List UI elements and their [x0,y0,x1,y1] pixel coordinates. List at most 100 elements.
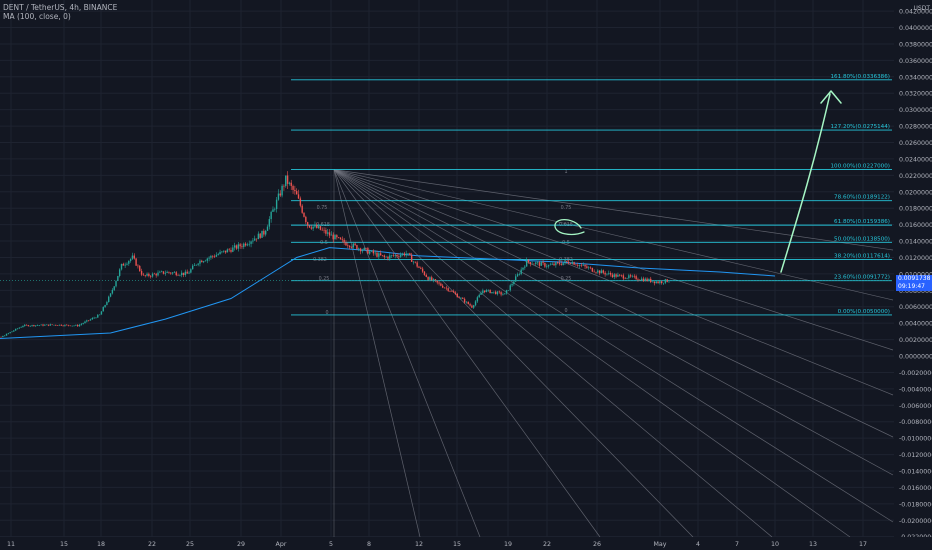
candle-body [171,272,174,274]
candle-body [325,230,327,234]
ma-path [0,247,776,340]
time-tick-label: 8 [367,541,371,548]
candle-body [562,263,564,265]
candle-body [471,305,473,308]
candle-body [113,286,115,290]
candle-body [297,194,300,199]
candle-body [263,230,265,235]
candle-body [429,277,431,280]
candle-body [622,275,625,279]
candle-body [124,264,126,266]
candle-body [2,335,4,338]
candle-body [606,273,608,275]
candle-body [77,324,79,327]
time-tick-label: 13 [809,541,817,548]
candle-body [109,293,112,297]
candle-body [387,256,389,259]
candle-body [631,275,634,277]
candle-body [555,262,557,266]
candle-body [197,263,199,265]
price-tick-label: 0.0100000 [899,271,932,278]
candle-body [159,271,161,273]
candle-body [202,261,205,263]
candle-body [259,233,261,238]
candle-body [213,256,216,257]
candle-body [140,271,143,275]
fan-label: 0.75 [561,205,572,211]
candle-body [332,234,334,240]
candle-body [458,297,460,298]
candle-body [128,260,130,264]
candle-body [146,273,148,276]
candle-body [509,285,511,291]
candle-body [350,247,353,248]
fan-line [333,169,601,538]
candle-body [9,332,11,334]
candle-body [53,324,55,326]
candle-body [4,335,6,337]
candle-body [379,253,382,256]
candle-body [571,262,573,264]
time-tick-label: 25 [186,541,194,548]
fan-label: 0 [325,310,328,316]
candle-body [11,331,13,333]
candle-body [120,263,123,270]
candle-body [84,321,86,324]
time-axis[interactable]: 11 15 18 22 25 29 Apr 5 8 12 15 19 22 26 May 4 7 10 13 17 [0,537,932,550]
candle-body [460,297,462,299]
candle-body [150,276,152,277]
price-tick-label: 0.0380000 [899,41,932,48]
candle-body [354,243,356,246]
candle-body [522,267,524,270]
candle-body [14,328,17,331]
price-tick-label: -0.0100000 [899,436,932,443]
candle-body [633,275,636,277]
candle-body [531,263,533,265]
indicator-legend[interactable]: MA (100, close, 0) [3,12,71,21]
candle-body [179,275,181,276]
candle-body [443,287,446,289]
candle-body [337,237,340,238]
price-tick-label: -0.0080000 [899,419,932,426]
time-tick-label: 18 [97,541,105,548]
fan-line [333,169,694,538]
candle-body [321,229,323,231]
candle-body [533,263,535,265]
candle-body [182,272,185,275]
candle-body [500,292,502,295]
candle-body [416,262,418,267]
candle-body [600,270,603,274]
fan-line [333,169,894,301]
candle-body [449,290,451,292]
fib-fan-lines: 10.750.6180.50.3820.2500.750.6180.50.382… [313,169,894,538]
candle-body [547,265,550,267]
price-tick-label: -0.0060000 [899,403,932,410]
candle-body [301,205,303,213]
candle-body [42,324,44,326]
candle-body [482,290,484,294]
candle-body [644,278,646,282]
candle-body [348,245,351,248]
price-tick-label: 0.0040000 [899,321,932,328]
candle-body [421,268,424,272]
candle-body [483,290,486,293]
fan-line [333,169,773,538]
last-price-value: 0.0091738 [898,275,931,282]
currency-label: USDT [914,5,931,12]
candle-body [370,250,373,252]
candle-body [661,281,663,284]
candle-body [392,255,395,256]
candle-body [504,293,506,295]
candles [0,171,894,338]
candle-body [405,253,407,256]
candle-body [308,225,311,228]
fan-label: 0 [564,308,567,314]
candle-body [201,260,203,263]
candle-body [494,291,497,295]
candle-body [82,323,84,324]
candle-body [24,324,26,326]
candle-body [212,255,214,257]
candle-body [637,279,639,280]
candle-body [334,235,336,240]
